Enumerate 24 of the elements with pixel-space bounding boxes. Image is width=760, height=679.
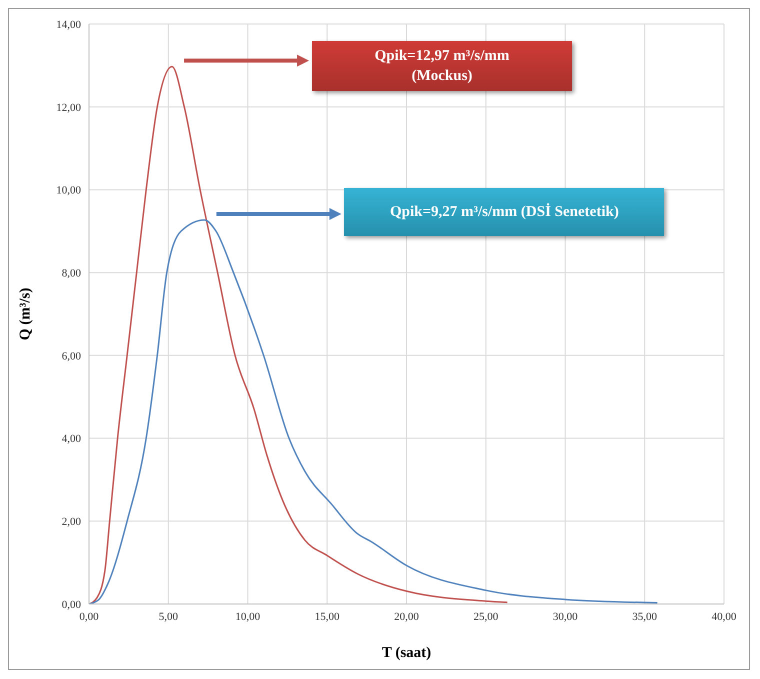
x-tick-label: 20,00 xyxy=(394,610,420,623)
x-tick-label: 10,00 xyxy=(235,610,261,623)
y-tick-label: 0,00 xyxy=(62,598,82,611)
x-tick-label: 0,00 xyxy=(79,610,100,623)
annotation: Qpik=9,27 m³/s/mm (DSİ Senetetik) xyxy=(388,202,620,222)
y-tick-label: 8,00 xyxy=(62,267,82,280)
y-tick-label: 4,00 xyxy=(62,433,82,446)
y-tick-label: 2,00 xyxy=(62,516,82,528)
x-tick-label: 40,00 xyxy=(712,610,737,623)
x-tick-label: 30,00 xyxy=(552,610,578,623)
x-tick-label: 35,00 xyxy=(632,610,658,623)
x-tick-label: 15,00 xyxy=(314,610,340,623)
x-axis-title: T (saat) xyxy=(382,645,432,661)
line-series xyxy=(89,219,658,604)
y-tick-label: 10,00 xyxy=(56,184,82,197)
callout-box: Qpik=9,27 m³/s/mm (DSİ Senetetik) xyxy=(344,188,664,236)
callout-box: Qpik=12,97 m³/s/mm (Mockus) xyxy=(312,40,572,91)
x-tick-label: 5,00 xyxy=(158,610,178,623)
annotation: Qpik=12,97 m³/s/mm (Mockus) xyxy=(374,46,510,86)
x-tick-label: 25,00 xyxy=(474,610,499,623)
y-axis-title: Q (m³/s) xyxy=(17,288,34,340)
y-tick-label: 6,00 xyxy=(62,350,82,362)
y-tick-label: 12,00 xyxy=(56,102,82,114)
y-tick-label: 14,00 xyxy=(56,18,82,31)
